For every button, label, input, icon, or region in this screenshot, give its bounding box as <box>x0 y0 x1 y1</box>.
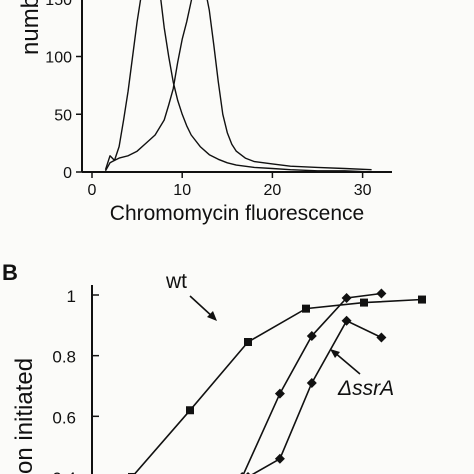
diamond-marker <box>306 330 317 341</box>
square-marker <box>418 295 426 304</box>
ssra-arrow <box>333 351 361 375</box>
ssra-arrowhead <box>330 349 340 358</box>
histogram-ticks: 0 10 20 30 0 50 100 150 <box>45 0 371 199</box>
diamond-marker <box>245 471 251 474</box>
square-marker <box>360 298 368 307</box>
histogram-series <box>104 0 372 173</box>
square-marker <box>186 406 194 415</box>
diamond-marker <box>341 315 352 326</box>
initiation-y-tick-label: 0.8 <box>52 348 76 367</box>
diamond-marker <box>274 453 285 464</box>
histogram-panel: number of 0 10 20 30 0 50 100 150 Chromomycin f… <box>17 0 392 225</box>
initiation-ticks: 0.4 0.6 0.8 1 <box>52 287 99 474</box>
histogram-x-tick-label: 0 <box>88 182 97 199</box>
initiation-series <box>128 288 426 474</box>
histogram-x-tick-label: 10 <box>173 182 191 199</box>
wt-annotation: wt <box>165 270 187 293</box>
diamond-marker <box>240 471 245 474</box>
histogram-y-tick-label: 150 <box>45 0 72 9</box>
initiation-y-tick-label: 0.4 <box>52 469 76 474</box>
histogram-x-tick-label: 20 <box>264 182 282 199</box>
square-marker <box>302 304 310 313</box>
histogram-y-tick-label: 100 <box>45 50 72 67</box>
diamond-marker <box>274 388 285 399</box>
initiation-y-tick-label: 0.6 <box>52 408 76 427</box>
square-marker <box>244 338 252 347</box>
initiation-panel: B on initiated 0.4 0.6 0.8 1 wt ΔssrA <box>2 260 426 474</box>
histogram-series-line-2 <box>104 0 372 172</box>
wt-arrowhead <box>207 311 217 321</box>
initiation-series-line-1 <box>133 298 423 474</box>
histogram-series-line-1 <box>104 0 372 173</box>
histogram-y-tick-label: 0 <box>63 165 72 182</box>
ssra-annotation: ΔssrA <box>337 377 394 400</box>
panel-letter-b: B <box>2 260 18 285</box>
diamond-marker <box>376 288 387 299</box>
initiation-y-label: on initiated <box>11 358 38 474</box>
diamond-marker <box>306 377 317 388</box>
histogram-x-tick-label: 30 <box>354 182 372 199</box>
diamond-marker <box>376 332 387 343</box>
histogram-x-label: Chromomycin fluorescence <box>110 202 364 225</box>
histogram-y-tick-label: 50 <box>54 107 72 124</box>
histogram-y-label: number of <box>17 0 44 55</box>
square-marker <box>128 472 136 474</box>
diamond-marker <box>341 293 352 304</box>
initiation-y-tick-label: 1 <box>67 287 76 306</box>
